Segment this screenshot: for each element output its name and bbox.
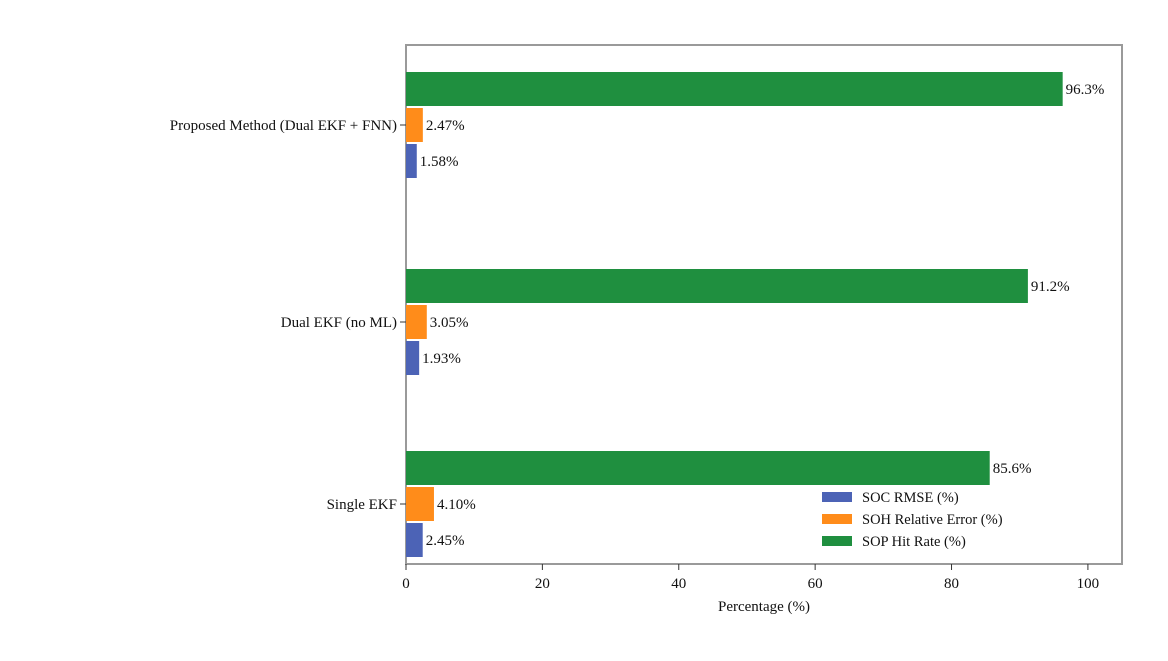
bar-value-label: 1.58% [420, 154, 459, 170]
bar-value-label: 3.05% [430, 315, 469, 331]
bar-value-label: 2.47% [426, 118, 465, 134]
category-label: Proposed Method (Dual EKF + FNN) [170, 118, 397, 134]
bar [406, 269, 1028, 303]
category-label: Dual EKF (no ML) [281, 315, 397, 331]
x-tick-label: 60 [808, 576, 823, 592]
legend-entry: SOP Hit Rate (%) [862, 534, 966, 550]
x-tick-label: 80 [944, 576, 959, 592]
x-tick-label: 100 [1077, 576, 1100, 592]
bar-value-label: 4.10% [437, 497, 476, 513]
legend-entry: SOH Relative Error (%) [862, 512, 1003, 528]
bar [406, 144, 417, 178]
axes-frame [405, 44, 1123, 565]
x-tick-label: 0 [402, 576, 410, 592]
bar [406, 305, 427, 339]
bar-value-label: 1.93% [422, 351, 461, 367]
x-tick-label: 40 [671, 576, 686, 592]
x-axis-label: Percentage (%) [718, 599, 810, 615]
legend-swatch [822, 514, 852, 524]
bar [406, 523, 423, 557]
bar [406, 451, 990, 485]
category-label: Single EKF [327, 497, 397, 513]
legend-swatch [822, 536, 852, 546]
x-tick-label: 20 [535, 576, 550, 592]
legend-entry: SOC RMSE (%) [862, 490, 959, 506]
bar-value-label: 96.3% [1066, 82, 1105, 98]
bar [406, 341, 420, 375]
bar [406, 108, 423, 142]
legend-swatch [822, 492, 852, 502]
bar [406, 72, 1063, 106]
bar [406, 487, 434, 521]
plot-area: 0 20 40 60 80 100 Percentage (%) Single EKF 2.45… [170, 44, 1123, 615]
bar-value-label: 85.6% [993, 461, 1032, 477]
bar-value-label: 91.2% [1031, 279, 1070, 295]
bar-value-label: 2.45% [426, 533, 465, 549]
